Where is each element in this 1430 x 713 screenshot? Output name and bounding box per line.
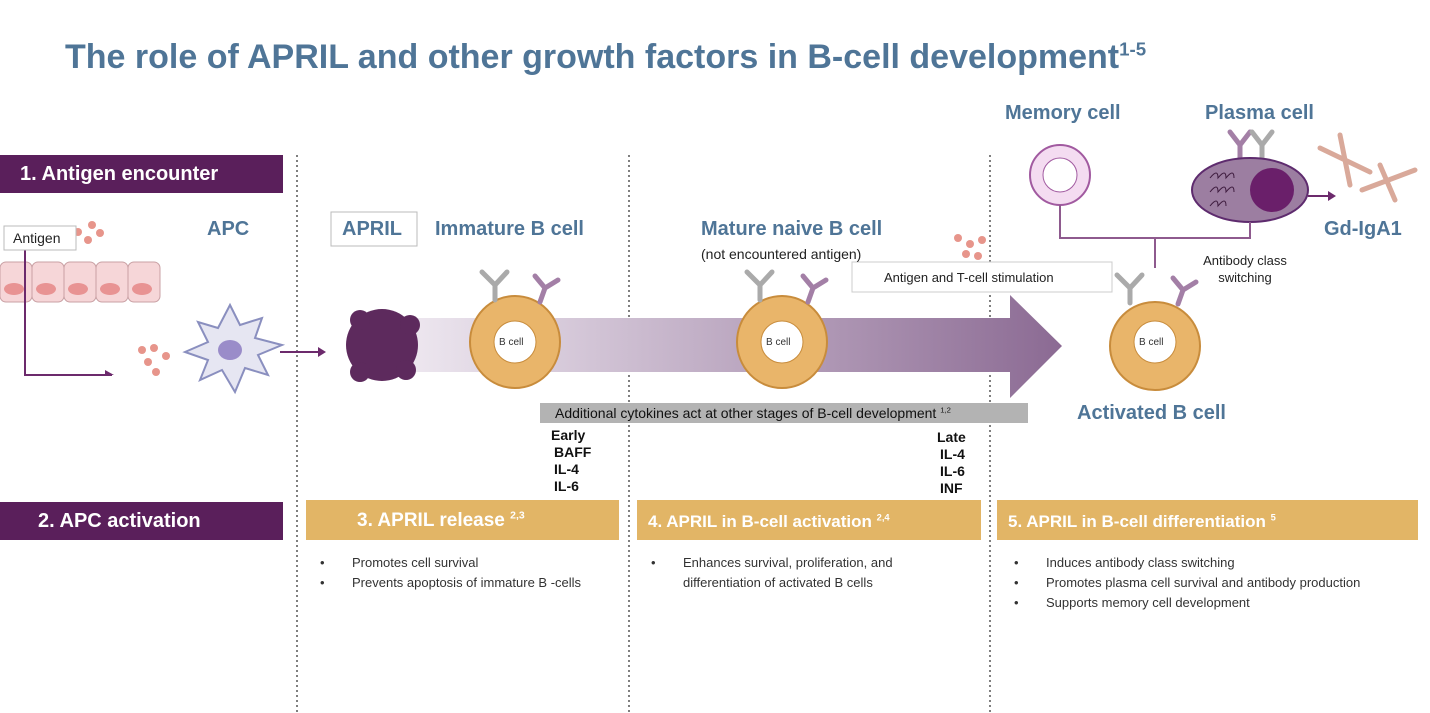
antibodies bbox=[1317, 132, 1418, 203]
cytokine-heading: Late bbox=[937, 429, 966, 445]
cell-label: Immature B cell bbox=[435, 218, 584, 240]
stage-title: 5. APRIL in B-cell differentiation bbox=[1008, 512, 1266, 531]
antigen-particles bbox=[74, 221, 986, 376]
bullet: Promotes plasma cell survival and antibo… bbox=[1014, 573, 1386, 593]
label-box bbox=[851, 261, 1113, 293]
progress-arrow bbox=[400, 295, 1062, 398]
label-box bbox=[330, 211, 418, 247]
april-cluster bbox=[346, 309, 420, 382]
arrowhead bbox=[318, 347, 326, 357]
bullet-list: Enhances survival, proliferation, and di… bbox=[651, 553, 973, 593]
bullet: Promotes cell survival bbox=[320, 553, 612, 573]
arrowhead bbox=[1328, 191, 1336, 201]
b-cell-text: B cell bbox=[499, 337, 524, 348]
bullet: Supports memory cell development bbox=[1014, 593, 1386, 613]
cytokine: INF bbox=[940, 480, 963, 496]
receptors bbox=[479, 129, 1275, 307]
cytokine-heading: Early bbox=[551, 427, 586, 443]
cytokine: BAFF bbox=[554, 444, 592, 460]
connector bbox=[1059, 205, 1251, 268]
bullet-list: Promotes cell survival Prevents apoptosi… bbox=[320, 553, 612, 593]
step-label: 1. Antigen encounter bbox=[20, 163, 219, 185]
dividers bbox=[296, 155, 991, 713]
b-cell-nuclei bbox=[493, 320, 1177, 364]
cell-note: (not encountered antigen) bbox=[701, 246, 862, 262]
connector bbox=[24, 245, 112, 376]
stimulation-label: Antigen and T-cell stimulation bbox=[884, 270, 1054, 285]
b-cell-text: B cell bbox=[766, 337, 791, 348]
cytokine: IL-4 bbox=[554, 461, 579, 477]
cytokine: IL-6 bbox=[940, 463, 965, 479]
b-cell-text: B cell bbox=[1139, 337, 1164, 348]
april-label: APRIL bbox=[342, 218, 402, 240]
cell-label: Mature naive B cell bbox=[701, 218, 883, 240]
cytokine-bar bbox=[540, 403, 1028, 423]
title: The role of APRIL and other growth facto… bbox=[65, 38, 1146, 77]
product-label: Gd-IgA1 bbox=[1324, 218, 1402, 240]
cytokine: IL-6 bbox=[554, 478, 579, 494]
stage-reference: 2,4 bbox=[876, 512, 890, 523]
cytokine-reference: 1,2 bbox=[940, 405, 951, 415]
cell-label: Activated B cell bbox=[1077, 402, 1226, 424]
bullet-list: Induces antibody class switching Promote… bbox=[1014, 553, 1386, 613]
bullet: Prevents apoptosis of immature B -cells bbox=[320, 573, 612, 593]
cytokine-note: Additional cytokines act at other stages… bbox=[555, 405, 937, 421]
apc-cell bbox=[182, 302, 286, 395]
stage-title: 3. APRIL release bbox=[357, 510, 505, 531]
plasma-cell bbox=[1191, 157, 1309, 223]
step-label: 2. APC activation bbox=[38, 510, 201, 532]
apc-label: APC bbox=[207, 218, 250, 240]
stage-title: 4. APRIL in B-cell activation bbox=[648, 512, 872, 531]
arrowhead bbox=[105, 370, 114, 375]
title-text: The role of APRIL and other growth facto… bbox=[65, 38, 1120, 76]
step-box bbox=[0, 502, 283, 540]
epithelium-nuclei bbox=[4, 283, 152, 295]
cell-label: Memory cell bbox=[1005, 102, 1121, 124]
memory-cell bbox=[1029, 144, 1091, 206]
late-cytokines: Late IL-4 IL-6 INF bbox=[937, 429, 966, 497]
switching-label: Antibody class switching bbox=[1203, 253, 1287, 285]
bullet: Induces antibody class switching bbox=[1014, 553, 1386, 573]
stage-box bbox=[637, 500, 981, 540]
stage-box bbox=[997, 500, 1418, 540]
early-cytokines: Early BAFF IL-4 IL-6 bbox=[551, 427, 591, 495]
stage-reference: 2,3 bbox=[510, 510, 525, 522]
title-reference: 1-5 bbox=[1119, 38, 1147, 60]
stage-reference: 5 bbox=[1270, 512, 1276, 523]
step-box bbox=[0, 155, 283, 193]
cell-label: Plasma cell bbox=[1205, 102, 1314, 124]
stage-box bbox=[306, 500, 619, 540]
antigen-label: Antigen bbox=[13, 230, 61, 246]
bullet: Enhances survival, proliferation, and di… bbox=[651, 553, 973, 593]
label-box bbox=[3, 225, 77, 251]
cytokine: IL-4 bbox=[940, 446, 965, 462]
